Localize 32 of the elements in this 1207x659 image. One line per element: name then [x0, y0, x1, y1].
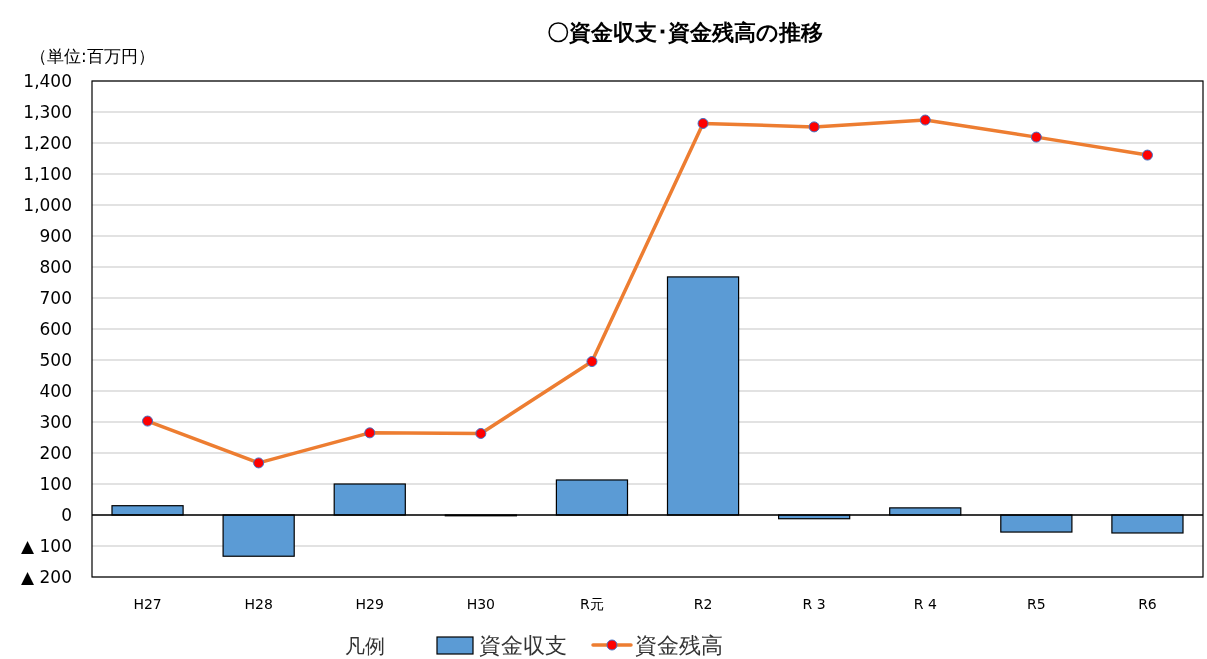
- legend-title: 凡例: [345, 634, 385, 658]
- legend-label: 資金収支: [479, 633, 567, 658]
- chart-title: 〇資金収支･資金残高の推移: [547, 20, 823, 45]
- y-tick-label: 1,400: [23, 71, 72, 91]
- y-tick-label: 100: [39, 474, 72, 494]
- x-tick-label: H30: [466, 596, 496, 612]
- y-tick-label: 800: [39, 257, 72, 277]
- y-tick-label: 1,000: [23, 195, 72, 215]
- x-tick-label: R5: [1027, 596, 1046, 612]
- y-tick-label: 400: [39, 381, 72, 401]
- y-tick-label: 0: [61, 505, 72, 525]
- y-tick-label: 1,200: [23, 133, 72, 153]
- x-tick-label: R2: [693, 596, 713, 612]
- y-tick-label: 900: [39, 226, 72, 246]
- x-tick-label: H28: [244, 596, 273, 612]
- y-axis-title: （単位:百万円）: [30, 46, 155, 66]
- legend-label: 資金残高: [635, 633, 723, 658]
- x-tick-label: H27: [133, 596, 162, 612]
- y-tick-label: ▲ 100: [21, 536, 72, 556]
- y-tick-label: 600: [39, 319, 72, 339]
- x-tick-label: R 3: [802, 596, 826, 612]
- x-tick-label: R元: [580, 596, 604, 612]
- y-tick-label: 300: [39, 412, 72, 432]
- y-tick-label: 500: [39, 350, 72, 370]
- y-tick-label: 700: [39, 288, 72, 308]
- y-tick-label: ▲ 200: [21, 567, 72, 587]
- x-tick-label: H29: [355, 596, 384, 612]
- y-tick-label: 1,300: [23, 102, 72, 122]
- y-tick-label: 1,100: [23, 164, 72, 184]
- y-tick-label: 200: [39, 443, 72, 463]
- x-tick-label: R6: [1138, 596, 1157, 612]
- x-tick-label: R 4: [913, 596, 937, 612]
